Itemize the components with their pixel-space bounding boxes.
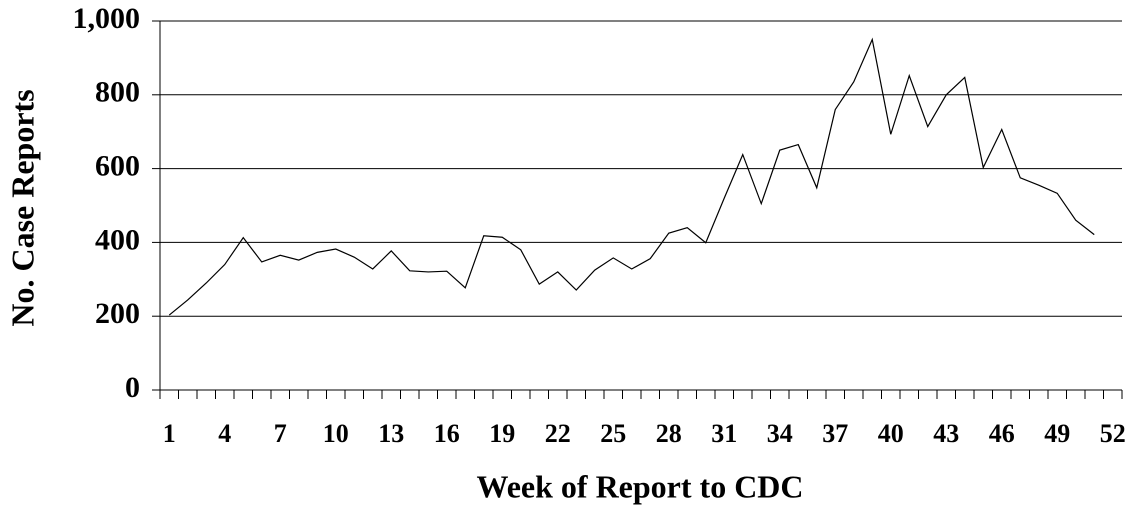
y-tick-label: 1,000 [73,2,141,35]
x-tick-label: 37 [822,419,848,448]
y-tick-label: 0 [125,371,140,404]
x-tick-label: 43 [933,419,959,448]
x-tick-label: 46 [989,419,1015,448]
x-tick-label: 19 [489,419,515,448]
y-tick-label: 400 [95,223,140,256]
y-tick-label: 600 [95,149,140,182]
data-line [168,37,1095,316]
y-tick-label: 800 [95,76,140,109]
x-tick-label: 25 [600,419,626,448]
x-tick-label: 4 [218,419,231,448]
x-tick-label: 34 [767,419,793,448]
x-tick-label: 1 [163,419,176,448]
x-tick-label: 49 [1044,419,1070,448]
x-axis-title: Week of Report to CDC [476,468,803,504]
x-tick-label: 16 [434,419,460,448]
x-tick-label: 28 [656,419,682,448]
x-tick-label: 22 [545,419,571,448]
x-tick-label: 13 [378,419,404,448]
x-tick-label: 10 [323,419,349,448]
y-tick-label: 200 [95,297,140,330]
x-tick-label: 7 [274,419,287,448]
x-tick-label: 31 [711,419,737,448]
y-axis-title: No. Case Reports [4,89,40,326]
x-tick-label: 52 [1100,419,1126,448]
x-tick-label: 40 [878,419,904,448]
